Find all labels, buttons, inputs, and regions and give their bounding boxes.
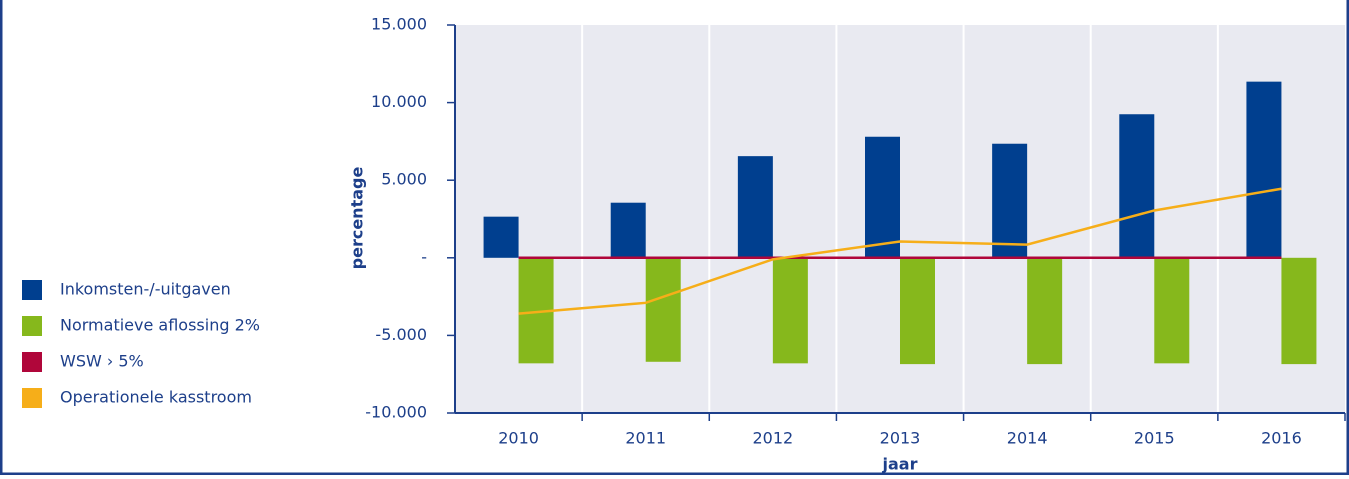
legend-swatch bbox=[22, 352, 42, 372]
line-series bbox=[518, 187, 1282, 315]
legend-swatch bbox=[22, 388, 42, 408]
bar bbox=[1246, 81, 1282, 258]
y-axis-label: percentage bbox=[348, 167, 367, 270]
bar bbox=[992, 143, 1028, 258]
legend-swatch bbox=[22, 316, 42, 336]
x-tick-label: 2015 bbox=[1134, 429, 1175, 448]
x-tick-label: 2013 bbox=[880, 429, 921, 448]
y-tick-label: 10.000 bbox=[371, 92, 427, 111]
y-tick-label: -10.000 bbox=[365, 403, 427, 422]
x-tick-label: 2016 bbox=[1261, 429, 1302, 448]
bar bbox=[645, 257, 681, 362]
legend-label: Operationele kasstroom bbox=[60, 388, 252, 407]
y-tick-label: 15.000 bbox=[371, 15, 427, 34]
bar bbox=[772, 257, 808, 364]
x-tick-label: 2010 bbox=[498, 429, 539, 448]
x-tick-label: 2014 bbox=[1007, 429, 1048, 448]
legend-label: WSW › 5% bbox=[60, 352, 144, 371]
x-axis-label: jaar bbox=[882, 455, 918, 474]
bar bbox=[1119, 114, 1155, 258]
legend-label: Normatieve aflossing 2% bbox=[60, 316, 260, 335]
bar bbox=[1154, 257, 1190, 364]
y-tick-label: - bbox=[421, 247, 427, 266]
legend-label: Inkomsten-/-uitgaven bbox=[60, 280, 231, 299]
x-tick-label: 2012 bbox=[752, 429, 793, 448]
y-tick-label: -5.000 bbox=[375, 325, 427, 344]
bar bbox=[900, 257, 935, 365]
bar bbox=[610, 202, 646, 258]
bar bbox=[865, 136, 900, 258]
legend-swatch bbox=[22, 280, 42, 300]
x-tick-label: 2011 bbox=[625, 429, 666, 448]
y-tick-label: 5.000 bbox=[381, 170, 427, 189]
bar bbox=[1281, 257, 1317, 365]
bar bbox=[483, 216, 519, 258]
bar bbox=[1027, 257, 1063, 365]
bar bbox=[737, 156, 773, 258]
